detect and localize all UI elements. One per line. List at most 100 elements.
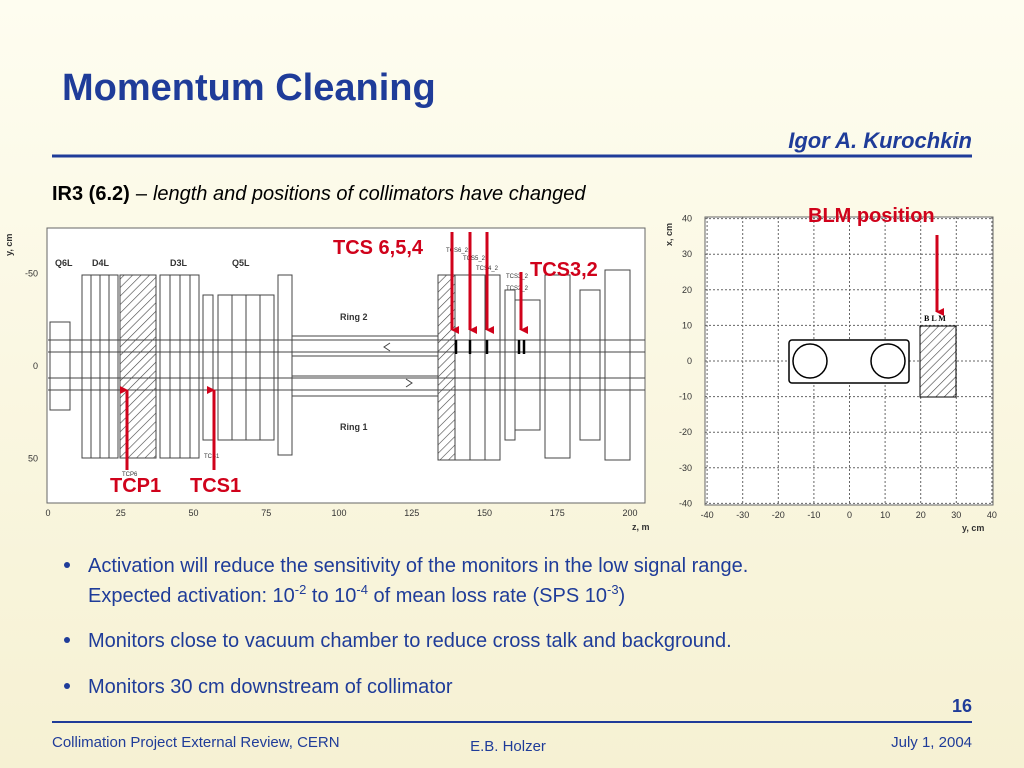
element-label: Q6L bbox=[55, 258, 73, 268]
text-run: of mean loss rate (SPS 10 bbox=[368, 585, 607, 607]
text-run: to 10 bbox=[306, 585, 356, 607]
text-run: ) bbox=[619, 585, 626, 607]
y-axis-label: y, cm bbox=[4, 234, 14, 256]
element-label: D3L bbox=[170, 258, 188, 268]
x-tick-label: 100 bbox=[331, 508, 346, 518]
magnet bbox=[179, 274, 191, 459]
magnet bbox=[81, 274, 92, 459]
small-label: TCS6_2 bbox=[446, 248, 469, 254]
magnet bbox=[217, 294, 233, 441]
magnet bbox=[231, 294, 247, 441]
chamber bbox=[291, 335, 439, 357]
x-tick-label: 25 bbox=[116, 508, 126, 518]
x-tick-label: 30 bbox=[951, 510, 961, 520]
annotation: TCS1 bbox=[190, 475, 241, 497]
magnet bbox=[189, 274, 200, 459]
y-tick-label: 0 bbox=[33, 361, 38, 371]
y-tick-label: 40 bbox=[682, 214, 692, 224]
beamline-diagram: 0 25 50 75 100 125 150 175 200 -50 0 50 y, cm z, m Q6L… bbox=[4, 227, 650, 532]
magnet bbox=[159, 274, 171, 459]
x-tick-label: -40 bbox=[701, 510, 714, 520]
y-tick-label: -20 bbox=[679, 427, 692, 437]
small-label: TCP6 bbox=[122, 472, 138, 478]
subtitle-dash: – bbox=[136, 183, 148, 205]
annotation: TCS3,2 bbox=[530, 259, 598, 281]
beam-pipe bbox=[870, 343, 906, 379]
superscript: -3 bbox=[607, 582, 619, 597]
y-axis-label: x, cm bbox=[664, 223, 674, 246]
y-tick-label: -50 bbox=[25, 269, 38, 279]
blm bbox=[919, 325, 957, 398]
x-axis-label: z, m bbox=[632, 522, 650, 532]
magnet bbox=[454, 274, 471, 461]
text-run: Monitors 30 cm downstream of collimator bbox=[88, 676, 453, 698]
text-run: Monitors close to vacuum chamber to redu… bbox=[88, 630, 732, 652]
y-tick-label: -30 bbox=[679, 463, 692, 473]
x-tick-label: -30 bbox=[736, 510, 749, 520]
magnet bbox=[579, 289, 601, 441]
y-tick-label: 0 bbox=[687, 356, 692, 366]
magnet bbox=[277, 274, 293, 456]
x-tick-label: 50 bbox=[188, 508, 198, 518]
ring-label: Ring 2 bbox=[340, 312, 368, 322]
magnet bbox=[90, 274, 101, 459]
magnet bbox=[99, 274, 110, 459]
magnet bbox=[514, 299, 541, 431]
footer-right: July 1, 2004 bbox=[891, 734, 972, 751]
y-tick-label: 50 bbox=[28, 454, 38, 464]
bullet-list: Activation will reduce the sensitivity o… bbox=[64, 555, 748, 698]
chamber bbox=[291, 375, 439, 397]
x-tick-label: 20 bbox=[916, 510, 926, 520]
x-tick-label: 175 bbox=[550, 508, 565, 518]
x-axis-label: y, cm bbox=[962, 523, 984, 533]
subtitle-bold: IR3 (6.2) bbox=[52, 183, 130, 205]
x-tick-label: 40 bbox=[987, 510, 997, 520]
magnet bbox=[49, 321, 71, 411]
magnet bbox=[259, 294, 275, 441]
x-tick-label: 150 bbox=[477, 508, 492, 518]
magnet bbox=[169, 274, 181, 459]
magnet bbox=[245, 294, 261, 441]
annotation: BLM position bbox=[808, 205, 935, 227]
footer-left: Collimation Project External Review, CER… bbox=[52, 734, 340, 751]
bullet-text: Monitors 30 cm downstream of collimator bbox=[88, 676, 453, 698]
magnet bbox=[119, 274, 157, 459]
direction-arrow bbox=[383, 342, 391, 352]
direction-arrow bbox=[405, 378, 413, 388]
small-label: TCS2_2 bbox=[506, 286, 529, 292]
cross-section-diagram: -40 -30 -20 -10 0 10 20 30 40 40 30 20 10 0 -10 -20 -30 -… bbox=[664, 205, 997, 533]
superscript: -2 bbox=[295, 582, 307, 597]
y-tick-label: 20 bbox=[682, 285, 692, 295]
text-run: Activation will reduce the sensitivity o… bbox=[88, 555, 748, 577]
small-label: TCS1 bbox=[204, 454, 220, 460]
element-label: D4L bbox=[92, 258, 110, 268]
y-tick-label: 30 bbox=[682, 249, 692, 259]
bullet-text: Monitors close to vacuum chamber to redu… bbox=[88, 630, 732, 652]
bullet-dot bbox=[64, 683, 70, 689]
superscript: -4 bbox=[356, 582, 368, 597]
magnet bbox=[544, 274, 571, 459]
title: Momentum Cleaning bbox=[62, 67, 436, 109]
bullet-text: Expected activation: 10-2 to 10-4 of mea… bbox=[88, 582, 625, 607]
ring-label: Ring 1 bbox=[340, 422, 368, 432]
bullet-text: Activation will reduce the sensitivity o… bbox=[88, 555, 748, 577]
magnet bbox=[604, 269, 631, 461]
bullet-dot bbox=[64, 637, 70, 643]
y-tick-label: -10 bbox=[679, 392, 692, 402]
x-tick-label: 0 bbox=[847, 510, 852, 520]
x-tick-label: 75 bbox=[261, 508, 271, 518]
magnet bbox=[504, 289, 516, 441]
x-tick-label: 10 bbox=[880, 510, 890, 520]
x-tick-label: 200 bbox=[622, 508, 637, 518]
magnet bbox=[484, 274, 501, 461]
magnet bbox=[108, 274, 119, 459]
x-tick-label: 0 bbox=[45, 508, 50, 518]
page-number: 16 bbox=[952, 696, 972, 716]
magnet bbox=[202, 294, 214, 441]
small-label: TCS5_2 bbox=[463, 256, 486, 262]
x-tick-label: 125 bbox=[404, 508, 419, 518]
annotation: TCS 6,5,4 bbox=[333, 237, 424, 259]
subtitle-italic: length and positions of collimators have… bbox=[153, 183, 586, 205]
y-tick-label: 10 bbox=[682, 320, 692, 330]
